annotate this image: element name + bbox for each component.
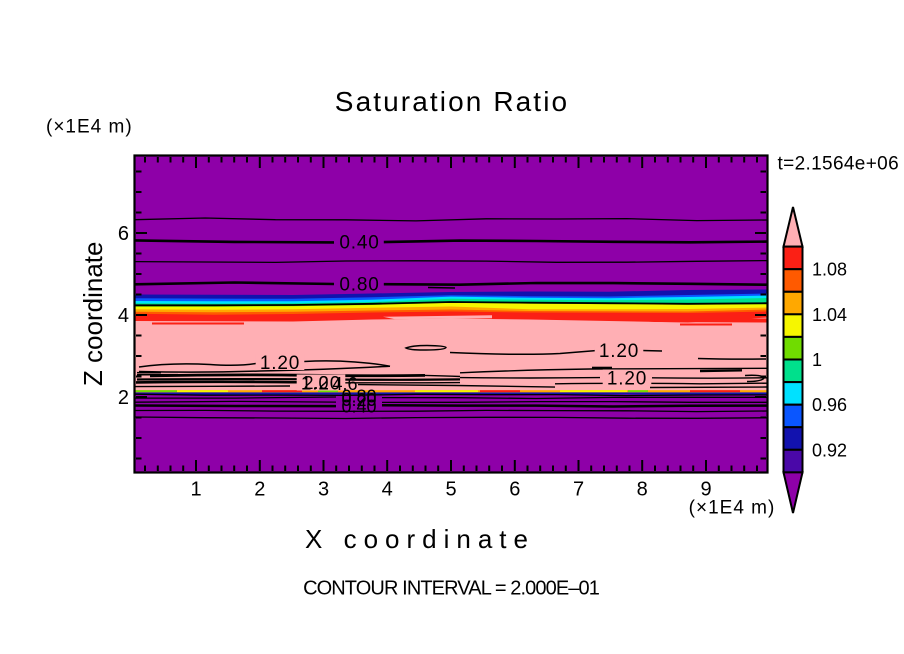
svg-text:1.20: 1.20 bbox=[260, 353, 300, 374]
svg-text:Z coordinate: Z coordinate bbox=[78, 242, 108, 387]
svg-text:6: 6 bbox=[509, 479, 520, 501]
svg-text:1: 1 bbox=[812, 350, 822, 370]
svg-text:9: 9 bbox=[700, 479, 711, 501]
svg-text:0.80: 0.80 bbox=[339, 275, 379, 296]
svg-text:1: 1 bbox=[190, 479, 201, 501]
svg-text:8: 8 bbox=[637, 479, 648, 501]
svg-text:4: 4 bbox=[382, 479, 393, 501]
svg-text:1.20: 1.20 bbox=[301, 373, 341, 394]
svg-text:1.20: 1.20 bbox=[599, 341, 639, 362]
svg-text:4: 4 bbox=[118, 305, 129, 327]
svg-text:1.20: 1.20 bbox=[607, 368, 647, 389]
svg-text:2.0: 2.0 bbox=[303, 373, 328, 393]
svg-text:0.96: 0.96 bbox=[812, 395, 847, 415]
svg-text:(×1E4 m): (×1E4 m) bbox=[46, 117, 133, 138]
svg-text:X coordinate: X coordinate bbox=[305, 524, 535, 554]
svg-text:3: 3 bbox=[318, 479, 329, 501]
svg-text:2: 2 bbox=[254, 479, 265, 501]
svg-text:4.6: 4.6 bbox=[332, 374, 357, 394]
svg-text:7: 7 bbox=[573, 479, 584, 501]
svg-text:0.92: 0.92 bbox=[812, 440, 847, 460]
svg-text:6: 6 bbox=[118, 223, 129, 245]
svg-text:0.80: 0.80 bbox=[341, 387, 376, 407]
svg-text:1.04: 1.04 bbox=[812, 305, 847, 325]
svg-text:0.40: 0.40 bbox=[341, 397, 376, 417]
svg-text:CONTOUR INTERVAL = 2.000E–01: CONTOUR INTERVAL = 2.000E–01 bbox=[303, 578, 600, 600]
svg-text:0.20: 0.20 bbox=[341, 390, 376, 410]
svg-text:0.40: 0.40 bbox=[339, 232, 379, 253]
svg-text:(×1E4 m): (×1E4 m) bbox=[689, 498, 776, 519]
svg-text:5: 5 bbox=[445, 479, 456, 501]
svg-text:Saturation Ratio: Saturation Ratio bbox=[335, 86, 569, 117]
svg-text:t=2.1564e+06: t=2.1564e+06 bbox=[778, 154, 899, 175]
svg-text:1.08: 1.08 bbox=[812, 260, 847, 280]
svg-text:2: 2 bbox=[118, 387, 129, 409]
